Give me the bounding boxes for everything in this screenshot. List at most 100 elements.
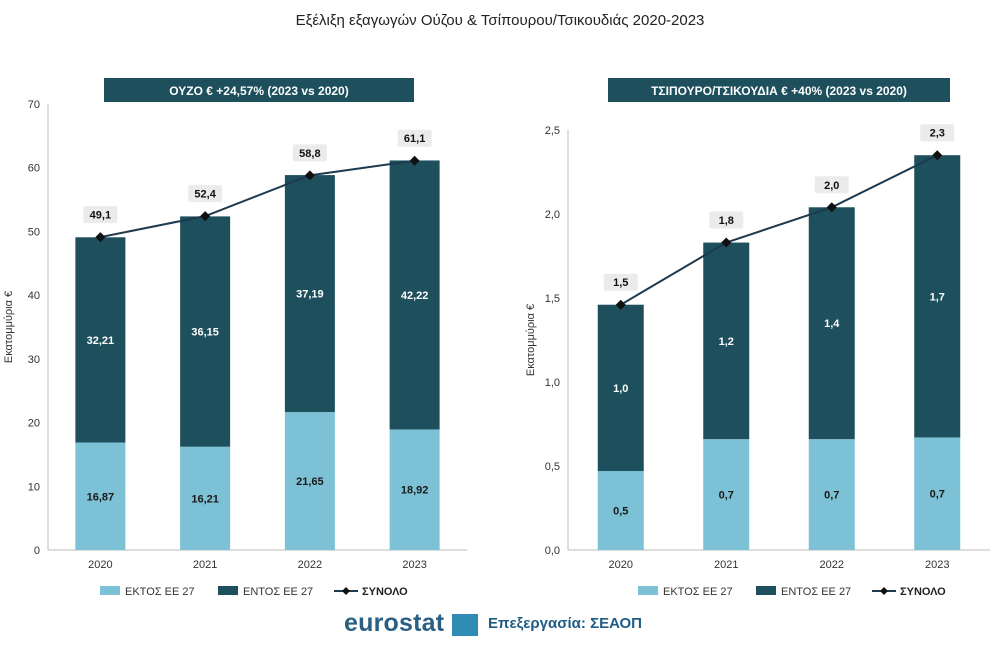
total-marker	[932, 150, 943, 161]
x-tick-label: 2021	[714, 559, 738, 571]
data-label-inside-eu: 1,2	[719, 336, 734, 348]
bar-inside-eu	[284, 175, 335, 413]
y-tick-label: 1,0	[545, 377, 560, 389]
eurostat-logo-square	[452, 614, 478, 636]
data-label-inside-eu: 1,0	[613, 383, 628, 395]
x-tick-label: 2023	[925, 559, 949, 571]
bar-outside-eu	[703, 439, 750, 550]
total-marker	[200, 211, 211, 222]
legend-label-total: ΣΥΝΟΛΟ	[900, 586, 946, 598]
bar-inside-eu	[597, 304, 644, 472]
y-tick-label: 40	[28, 290, 40, 302]
total-label: 1,8	[719, 215, 734, 227]
data-label-outside-eu: 0,5	[613, 506, 628, 518]
y-tick-label: 0	[34, 545, 40, 557]
tsipouro-chart: ΤΣΙΠΟΥΡΟ/ΤΣΙΚΟΥΔΙΑ € +40% (2023 vs 2020)…	[525, 78, 990, 598]
total-marker	[826, 202, 837, 213]
y-tick-label: 1,5	[545, 293, 560, 305]
bar-inside-eu	[180, 216, 231, 447]
data-label-inside-eu: 42,22	[401, 290, 429, 302]
y-axis-label: Εκατομμύρια €	[525, 304, 537, 376]
y-tick-label: 20	[28, 418, 40, 430]
y-axis-label: Εκατομμύρια €	[3, 291, 15, 363]
legend-label-inside-eu: ΕΝΤΟΣ ΕΕ 27	[781, 586, 851, 598]
total-label: 52,4	[194, 189, 216, 201]
total-label: 58,8	[299, 148, 320, 160]
bar-outside-eu	[180, 446, 231, 550]
x-tick-label: 2022	[298, 559, 322, 571]
bar-inside-eu	[808, 207, 855, 440]
bar-inside-eu	[703, 242, 750, 440]
legend-label-outside-eu: ΕΚΤΟΣ ΕΕ 27	[125, 586, 195, 598]
bar-inside-eu	[75, 237, 126, 443]
x-tick-label: 2023	[402, 559, 426, 571]
data-label-outside-eu: 0,7	[824, 490, 839, 502]
legend-swatch-inside-eu	[756, 586, 776, 595]
eurostat-logo: eurostat	[344, 609, 445, 637]
bar-outside-eu	[914, 437, 961, 550]
y-tick-label: 50	[28, 226, 40, 238]
total-line	[100, 159, 415, 239]
chart-banner: ΟΥΖΟ € +24,57% (2023 vs 2020)	[169, 84, 348, 98]
legend-swatch-outside-eu	[638, 586, 658, 595]
footer: eurostat Επεξεργασία: ΣΕΑΟΠ	[0, 604, 1000, 644]
chart-banner-bg	[608, 78, 950, 102]
total-label-box	[920, 124, 955, 142]
total-marker	[304, 170, 315, 181]
y-tick-label: 70	[28, 99, 40, 111]
legend-label-outside-eu: ΕΚΤΟΣ ΕΕ 27	[663, 586, 733, 598]
total-label-box	[83, 206, 118, 224]
legend-label-inside-eu: ΕΝΤΟΣ ΕΕ 27	[243, 586, 313, 598]
legend-marker-total	[880, 587, 888, 595]
total-marker	[615, 299, 626, 310]
x-tick-label: 2021	[193, 559, 217, 571]
chart-banner-bg	[104, 78, 414, 102]
y-tick-label: 0,0	[545, 545, 560, 557]
total-label: 61,1	[404, 133, 425, 145]
data-label-inside-eu: 1,7	[930, 291, 945, 303]
x-tick-label: 2020	[88, 559, 112, 571]
chart-banner: ΤΣΙΠΟΥΡΟ/ΤΣΙΚΟΥΔΙΑ € +40% (2023 vs 2020)	[651, 84, 907, 98]
legend-swatch-outside-eu	[100, 586, 120, 595]
bar-outside-eu	[389, 429, 440, 550]
total-label-box	[292, 144, 327, 162]
total-marker	[721, 237, 732, 248]
y-tick-label: 0,5	[545, 461, 560, 473]
data-label-outside-eu: 0,7	[930, 489, 945, 501]
total-label: 2,3	[930, 128, 945, 140]
bar-outside-eu	[808, 439, 855, 550]
y-tick-label: 10	[28, 481, 40, 493]
data-label-outside-eu: 18,92	[401, 485, 429, 497]
bar-outside-eu	[597, 471, 644, 550]
y-tick-label: 2,5	[545, 125, 560, 137]
page-title: Εξέλιξη εξαγωγών Ούζου & Τσίπουρου/Τσικο…	[295, 12, 705, 29]
total-label-box	[709, 211, 744, 229]
total-marker	[95, 232, 106, 243]
y-tick-label: 60	[28, 163, 40, 175]
y-tick-label: 2,0	[545, 209, 560, 221]
data-label-inside-eu: 1,4	[824, 318, 840, 330]
data-label-inside-eu: 32,21	[87, 335, 115, 347]
data-label-inside-eu: 36,15	[191, 327, 219, 339]
total-label: 49,1	[90, 210, 111, 222]
total-label-box	[397, 129, 432, 147]
total-label-box	[603, 273, 638, 291]
ouzo-chart: ΟΥΖΟ € +24,57% (2023 vs 2020) Εκατομμύρια…	[3, 78, 467, 598]
total-label-box	[814, 176, 849, 194]
total-line	[620, 154, 938, 306]
x-tick-label: 2022	[820, 559, 844, 571]
processing-credit: Επεξεργασία: ΣΕΑΟΠ	[488, 615, 642, 632]
y-tick-label: 30	[28, 354, 40, 366]
bar-outside-eu	[284, 412, 335, 550]
legend-marker-total	[342, 587, 350, 595]
total-label-box	[188, 185, 223, 203]
legend-label-total: ΣΥΝΟΛΟ	[362, 586, 408, 598]
bar-inside-eu	[389, 160, 440, 430]
bar-outside-eu	[75, 442, 126, 550]
bar-inside-eu	[914, 155, 961, 438]
total-label: 1,5	[613, 277, 628, 289]
data-label-outside-eu: 21,65	[296, 476, 324, 488]
legend-swatch-inside-eu	[218, 586, 238, 595]
total-label: 2,0	[824, 180, 839, 192]
